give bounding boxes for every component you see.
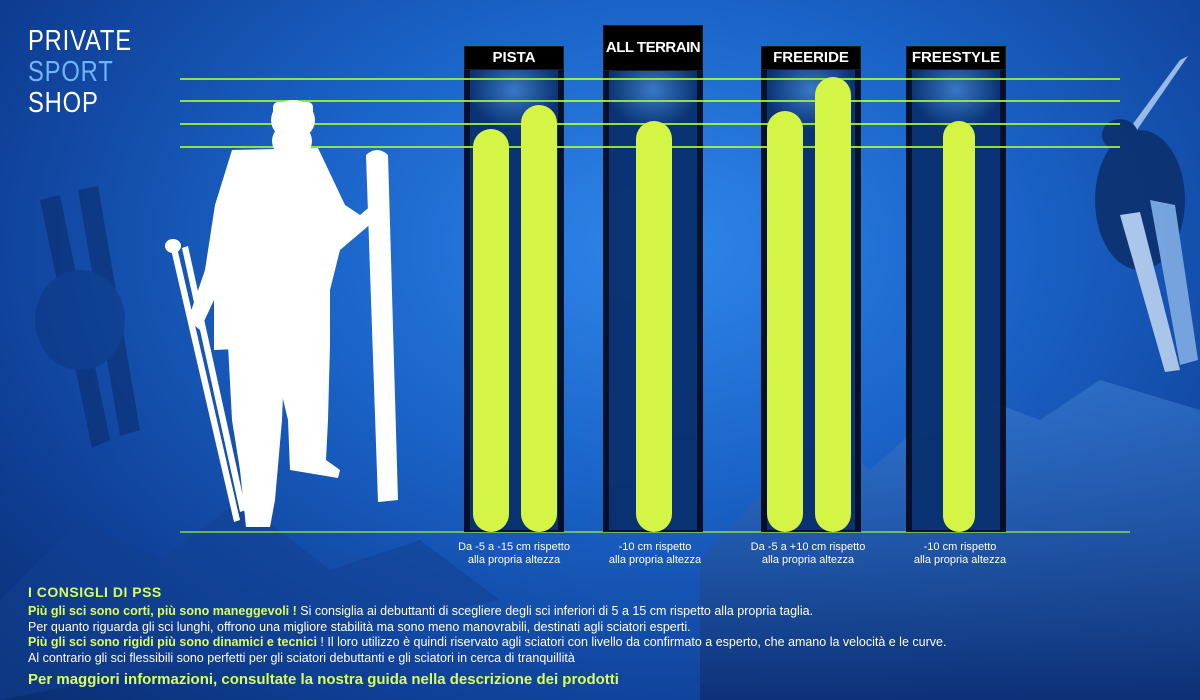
caption-line: Da -5 a -15 cm rispetto <box>458 541 570 553</box>
logo-line-sport: SPORT <box>28 56 114 88</box>
category-frames <box>464 48 1006 532</box>
right-skier-photo <box>1095 56 1198 372</box>
caption-all-terrain: -10 cm rispetto alla propria altezza <box>585 541 725 567</box>
category-header-freeride: FREERIDE <box>761 46 861 70</box>
category-label: ALL TERRAIN <box>605 39 701 56</box>
ski-freeride-short <box>767 111 803 532</box>
category-label: FREERIDE <box>773 49 849 66</box>
advice-highlight: Più gli sci sono rigidi più sono dinamic… <box>28 635 317 649</box>
height-guide-lines <box>180 78 1120 148</box>
category-label: FREESTYLE <box>911 49 1001 66</box>
advice-line-1: Più gli sci sono corti, più sono manegge… <box>28 604 1128 620</box>
caption-freestyle: -10 cm rispetto alla propria altezza <box>890 541 1030 567</box>
advice-text: Si consiglia ai debuttanti di scegliere … <box>296 604 814 618</box>
category-label: PISTA <box>492 49 536 66</box>
ski-freeride-long <box>815 77 851 532</box>
caption-line: -10 cm rispetto <box>618 541 692 553</box>
left-skier-photo <box>35 186 140 448</box>
column-inner <box>470 70 1000 530</box>
caption-freeride: Da -5 a +10 cm rispetto alla propria alt… <box>738 541 878 567</box>
advice-line-4: Al contrario gli sci flessibili sono per… <box>28 651 1128 667</box>
ski-all-terrain <box>636 121 672 532</box>
caption-pista: Da -5 a -15 cm rispetto alla propria alt… <box>444 541 584 567</box>
caption-line: -10 cm rispetto <box>923 541 997 553</box>
category-header-freestyle: FREESTYLE <box>906 46 1006 70</box>
caption-line: alla propria altezza <box>467 554 561 566</box>
ski-pista-short <box>473 129 509 532</box>
category-header-pista: PISTA <box>464 46 564 70</box>
caption-line: Da -5 a +10 cm rispetto <box>750 541 866 553</box>
height-guide-lines-top <box>464 78 1006 148</box>
advice-text: Al contrario gli sci flessibili sono per… <box>28 650 575 665</box>
advice-highlight: Più gli sci sono corti, più sono manegge… <box>28 604 297 618</box>
advice-line-3: Più gli sci sono rigidi più sono dinamic… <box>28 635 1128 651</box>
advice-footer-link[interactable]: Per maggiori informazioni, consultate la… <box>28 671 619 688</box>
skis <box>473 77 975 532</box>
advice-section: I CONSIGLI DI PSS Più gli sci sono corti… <box>28 583 1128 690</box>
private-sport-shop-logo: PRIVATE SPORT SHOP <box>28 26 132 119</box>
logo-line-private: PRIVATE <box>28 25 132 57</box>
category-header-all-terrain: ALL TERRAIN <box>603 25 703 71</box>
ski-pista-long <box>521 105 557 532</box>
caption-line: alla propria altezza <box>761 554 855 566</box>
skier-silhouette <box>165 100 398 527</box>
advice-title: I CONSIGLI DI PSS <box>28 584 162 600</box>
advice-text: Per quanto riguarda gli sci lunghi, offr… <box>28 619 691 634</box>
logo-line-shop: SHOP <box>28 87 99 119</box>
advice-line-2: Per quanto riguarda gli sci lunghi, offr… <box>28 620 1128 636</box>
caption-line: alla propria altezza <box>608 554 702 566</box>
caption-line: alla propria altezza <box>913 554 1007 566</box>
ski-freestyle <box>943 121 975 532</box>
advice-text: ! Il loro utilizzo è quindi riservato ag… <box>316 635 947 649</box>
